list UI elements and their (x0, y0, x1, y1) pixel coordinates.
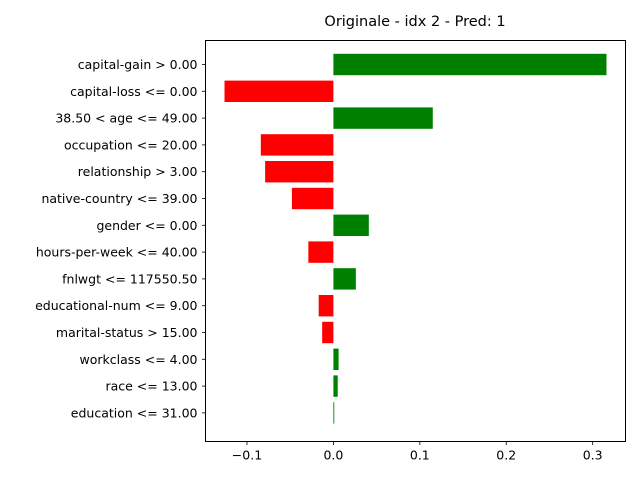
bar-9 (318, 295, 334, 317)
x-tick-label-3: 0.2 (496, 448, 516, 463)
bar-6 (333, 214, 369, 236)
x-tick-label-4: 0.3 (583, 448, 603, 463)
y-tick-label-6: gender <= 0.00 (96, 218, 197, 233)
y-tick-label-13: education <= 31.00 (71, 405, 198, 420)
bar-10 (322, 321, 334, 344)
bar-13 (333, 402, 335, 424)
y-tick-label-8: fnlwgt <= 117550.50 (62, 271, 197, 286)
bar-1 (224, 80, 334, 102)
y-tick-label-3: occupation <= 20.00 (64, 137, 198, 152)
x-tick-label-2: 0.1 (410, 448, 430, 463)
bar-11 (333, 348, 339, 370)
y-tick-label-2: 38.50 < age <= 49.00 (55, 111, 197, 126)
bar-3 (260, 134, 334, 156)
y-tick-label-7: hours-per-week <= 40.00 (36, 245, 198, 260)
bar-4 (265, 161, 334, 183)
x-ticks: −0.1 0.0 0.1 0.2 0.3 (232, 441, 603, 463)
bars-group (224, 53, 607, 424)
chart-title: Originale - idx 2 - Pred: 1 (324, 14, 505, 30)
bar-2 (333, 107, 433, 129)
bar-12 (333, 375, 338, 397)
y-tick-label-0: capital-gain > 0.00 (78, 57, 198, 72)
y-tick-label-1: capital-loss <= 0.00 (70, 84, 197, 99)
y-tick-label-11: workclass <= 4.00 (79, 352, 197, 367)
y-tick-label-5: native-country <= 39.00 (41, 191, 197, 206)
bar-8 (333, 268, 356, 290)
y-tick-label-10: marital-status > 15.00 (56, 325, 198, 340)
y-tick-label-12: race <= 13.00 (105, 379, 197, 394)
y-tick-label-9: educational-num <= 9.00 (35, 298, 197, 313)
bar-5 (291, 187, 334, 210)
x-tick-label-1: 0.0 (323, 448, 343, 463)
plot-frame (205, 40, 626, 442)
x-tick-label-0: −0.1 (232, 448, 262, 463)
bar-7 (308, 241, 334, 263)
bar-0 (333, 53, 607, 76)
y-tick-labels: capital-gain > 0.00 capital-loss <= 0.00 3… (35, 57, 206, 420)
y-tick-label-4: relationship > 3.00 (78, 164, 198, 179)
